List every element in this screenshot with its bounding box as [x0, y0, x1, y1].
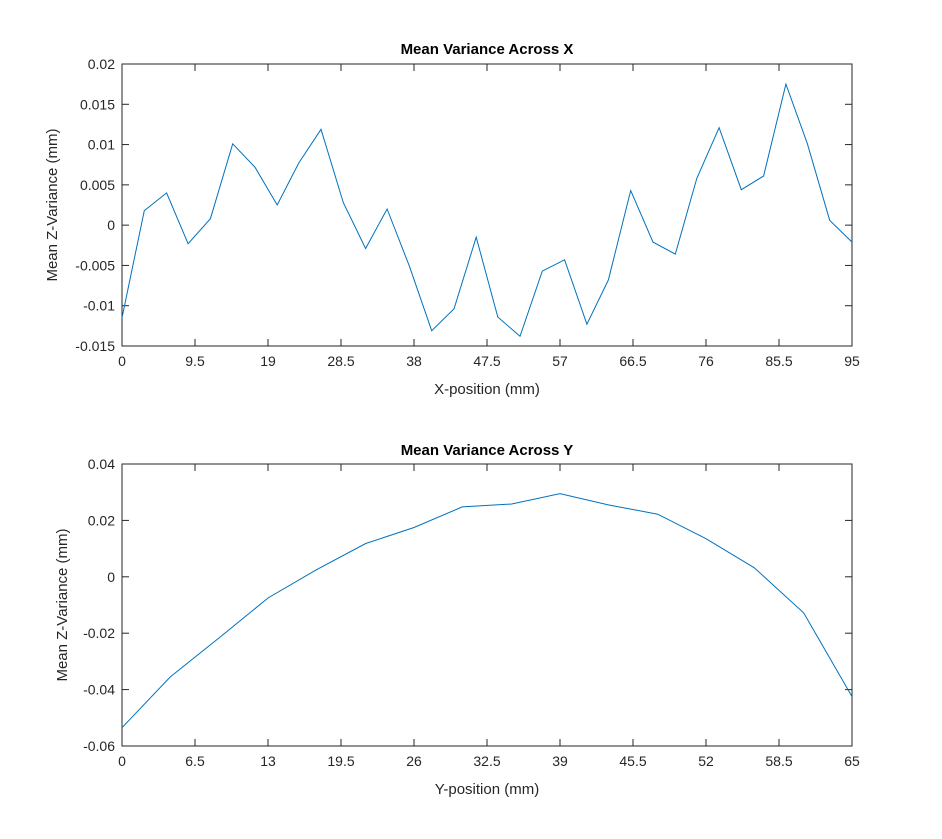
y-tick-label: -0.02	[83, 625, 115, 641]
y-tick-label: 0.005	[80, 177, 115, 193]
x-tick-label: 39	[552, 753, 568, 769]
x-tick-label: 6.5	[185, 753, 205, 769]
x-tick-label: 58.5	[765, 753, 792, 769]
ticks-x: 0 9.5 19 28.5 38 47.5 57 66.5 76 85.5 95 -0.015 -0.0…	[75, 56, 860, 369]
x-tick-label: 9.5	[185, 353, 205, 369]
plot-area-y	[121, 463, 853, 747]
x-tick-label: 66.5	[619, 353, 646, 369]
y-tick-label: 0.02	[88, 512, 115, 528]
chart-x: Mean Variance Across X X-position (mm) M…	[44, 41, 860, 398]
series-line-y	[121, 493, 853, 729]
y-tick-label: 0.04	[88, 456, 115, 472]
y-axis-label-y: Mean Z-Variance (mm)	[54, 528, 71, 681]
ticks-y: 0 6.5 13 19.5 26 32.5 39 45.5 52 58.5 65 -0.06 -0.04…	[83, 456, 860, 769]
chart-y: Mean Variance Across Y Y-position (mm) M…	[54, 442, 860, 798]
x-axis-label-y: Y-position (mm)	[435, 781, 539, 798]
x-tick-label: 26	[406, 753, 422, 769]
x-tick-label: 28.5	[327, 353, 354, 369]
x-tick-label: 76	[698, 353, 714, 369]
y-tick-label: -0.06	[83, 738, 115, 754]
chart-title-y: Mean Variance Across Y	[401, 442, 574, 459]
x-tick-label: 57	[552, 353, 568, 369]
y-tick-label: -0.04	[83, 682, 115, 698]
x-tick-label: 45.5	[619, 753, 646, 769]
y-tick-label: -0.015	[75, 338, 115, 354]
x-tick-label: 52	[698, 753, 714, 769]
y-tick-label: 0	[107, 217, 115, 233]
chart-title-x: Mean Variance Across X	[401, 41, 574, 58]
series-line-x	[121, 82, 853, 338]
x-tick-label: 0	[118, 753, 126, 769]
y-tick-label: 0	[107, 569, 115, 585]
x-tick-label: 13	[260, 753, 276, 769]
plot-area-x	[121, 63, 853, 347]
x-tick-label: 65	[844, 753, 860, 769]
x-tick-label: 95	[844, 353, 860, 369]
x-tick-label: 19	[260, 353, 276, 369]
y-tick-label: -0.005	[75, 257, 115, 273]
x-axis-label-x: X-position (mm)	[434, 381, 540, 398]
y-axis-label-x: Mean Z-Variance (mm)	[44, 128, 61, 281]
x-tick-label: 47.5	[473, 353, 500, 369]
y-tick-label: 0.015	[80, 96, 115, 112]
x-tick-label: 32.5	[473, 753, 500, 769]
y-tick-label: 0.01	[88, 137, 115, 153]
x-tick-label: 0	[118, 353, 126, 369]
x-tick-label: 85.5	[765, 353, 792, 369]
y-tick-label: 0.02	[88, 56, 115, 72]
x-tick-label: 38	[406, 353, 422, 369]
y-tick-label: -0.01	[83, 298, 115, 314]
x-tick-label: 19.5	[327, 753, 354, 769]
